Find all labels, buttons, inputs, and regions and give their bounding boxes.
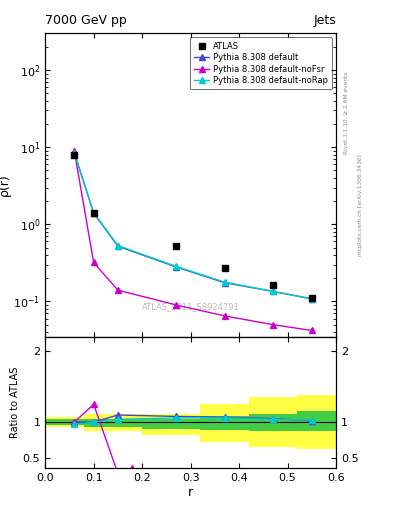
Y-axis label: Ratio to ATLAS: Ratio to ATLAS (10, 367, 20, 438)
Text: Jets: Jets (313, 14, 336, 27)
Line: Pythia 8.308 default: Pythia 8.308 default (72, 150, 314, 302)
Pythia 8.308 default (91, 210, 96, 216)
Pythia 8.308 default (271, 288, 275, 294)
ATLAS (174, 243, 178, 249)
Pythia 8.308 default-noFsr (174, 302, 178, 308)
Pythia 8.308 default-noRap (309, 296, 314, 302)
Y-axis label: ρ(r): ρ(r) (0, 174, 11, 196)
Line: Pythia 8.308 default-noFsr: Pythia 8.308 default-noFsr (72, 148, 314, 333)
Pythia 8.308 default-noFsr (91, 260, 96, 266)
Pythia 8.308 default (222, 280, 227, 286)
Pythia 8.308 default-noRap (72, 151, 77, 157)
ATLAS (222, 265, 227, 271)
Pythia 8.308 default-noRap (116, 243, 120, 249)
Text: ATLAS_2011_S8924791: ATLAS_2011_S8924791 (142, 302, 239, 311)
Pythia 8.308 default (309, 296, 314, 302)
X-axis label: r: r (188, 486, 193, 499)
Pythia 8.308 default-noRap (91, 209, 96, 216)
Pythia 8.308 default-noRap (222, 279, 227, 285)
Text: mcplots.cern.ch [arXiv:1306.3436]: mcplots.cern.ch [arXiv:1306.3436] (358, 154, 363, 255)
ATLAS (309, 295, 314, 302)
Pythia 8.308 default-noFsr (222, 313, 227, 319)
Pythia 8.308 default (116, 243, 120, 249)
Pythia 8.308 default-noFsr (72, 147, 77, 154)
ATLAS (271, 282, 275, 288)
Text: Rivet 3.1.10, ≥ 2.6M events: Rivet 3.1.10, ≥ 2.6M events (344, 72, 349, 154)
Pythia 8.308 default (174, 264, 178, 270)
Pythia 8.308 default-noFsr (271, 322, 275, 328)
Pythia 8.308 default-noFsr (309, 327, 314, 333)
Line: ATLAS: ATLAS (71, 152, 315, 302)
Pythia 8.308 default (72, 150, 77, 156)
Pythia 8.308 default-noFsr (116, 287, 120, 293)
Line: Pythia 8.308 default-noRap: Pythia 8.308 default-noRap (72, 151, 314, 302)
Legend: ATLAS, Pythia 8.308 default, Pythia 8.308 default-noFsr, Pythia 8.308 default-no: ATLAS, Pythia 8.308 default, Pythia 8.30… (190, 37, 332, 89)
Text: 7000 GeV pp: 7000 GeV pp (45, 14, 127, 27)
Pythia 8.308 default-noRap (174, 263, 178, 269)
ATLAS (91, 210, 96, 216)
Pythia 8.308 default-noRap (271, 288, 275, 294)
ATLAS (72, 152, 77, 158)
